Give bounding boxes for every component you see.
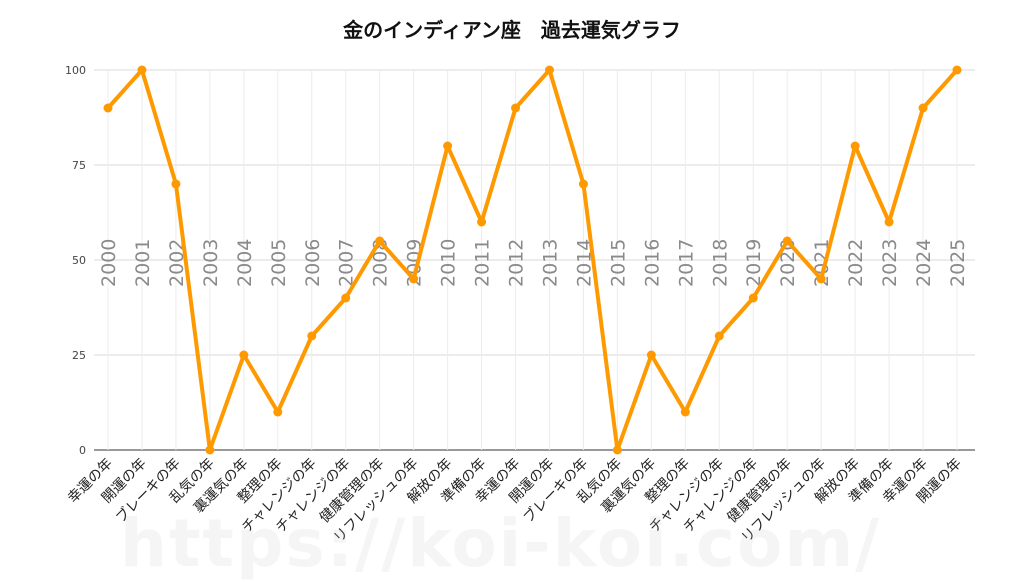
watermark: https://koi-koi.com/ [120,505,882,582]
year-label: 2025 [947,239,969,287]
y-tick-label: 50 [72,254,86,267]
year-label: 2018 [709,239,731,287]
data-point [137,65,147,75]
data-point [477,217,487,227]
year-label: 2003 [200,239,222,287]
data-point [952,65,962,75]
data-point [612,445,622,455]
data-point [782,236,792,246]
year-label: 2014 [573,239,595,287]
year-label: 2006 [302,239,324,287]
data-point [205,445,215,455]
year-label: 2010 [438,239,460,287]
data-point [680,407,690,417]
data-point [816,274,826,284]
year-label: 2016 [641,239,663,287]
data-point [748,293,758,303]
data-point [375,236,385,246]
data-point [443,141,453,151]
year-label: 2020 [777,239,799,287]
data-point [544,65,554,75]
year-label: 2011 [472,239,494,287]
data-point [578,179,588,189]
year-label: 2015 [607,239,629,287]
data-point [341,293,351,303]
data-point [273,407,283,417]
data-point [307,331,317,341]
y-tick-label: 0 [79,444,86,457]
year-label: 2022 [845,239,867,287]
data-point [511,103,521,113]
year-label: 2008 [370,239,392,287]
chart-title: 金のインディアン座 過去運気グラフ [343,18,681,42]
year-label: 2004 [234,239,256,287]
year-label: 2023 [879,239,901,287]
series-line [106,68,959,452]
data-point [409,274,419,284]
year-label: 2017 [675,239,697,287]
y-tick-label: 75 [72,159,86,172]
year-label: 2012 [506,239,528,287]
data-point [714,331,724,341]
data-point [646,350,656,360]
data-point [103,103,113,113]
data-point [239,350,249,360]
data-point [171,179,181,189]
year-label: 2013 [539,239,561,287]
year-label: 2024 [913,239,935,287]
year-label: 2007 [336,239,358,287]
data-point [918,103,928,113]
data-point [884,217,894,227]
year-label: 2002 [166,239,188,287]
data-point [850,141,860,151]
year-label: 2005 [268,239,290,287]
y-tick-label: 100 [65,64,86,77]
y-tick-label: 25 [72,349,86,362]
year-label: 2000 [98,239,120,287]
year-label: 2001 [132,239,154,287]
year-label: 2019 [743,239,765,287]
